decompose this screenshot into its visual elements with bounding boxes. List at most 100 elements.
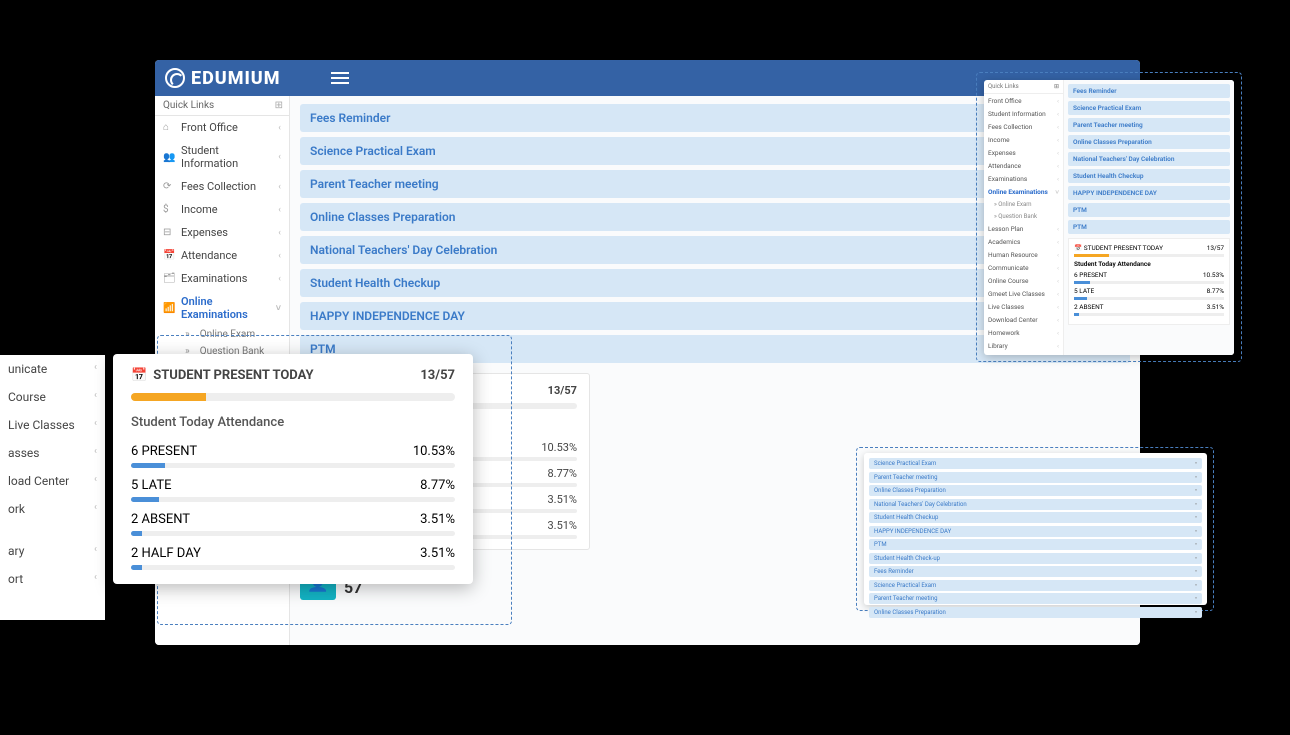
preview-nav-item[interactable]: Online Examinations˅ xyxy=(984,185,1063,198)
chevron-icon: ˅ xyxy=(1055,188,1059,196)
preview-notice-row[interactable]: Science Practical Exam xyxy=(1068,101,1230,115)
mini-notice-row[interactable]: Science Practical Exam• xyxy=(869,458,1202,469)
preview-notice-row[interactable]: National Teachers' Day Celebration xyxy=(1068,152,1230,166)
partial-nav-item[interactable]: Live Classes‹ xyxy=(0,411,105,439)
preview-nav-item[interactable]: Download Center‹ xyxy=(984,313,1063,326)
preview-nav-item[interactable]: Human Resource ‹ xyxy=(984,248,1063,261)
preview-nav-item[interactable]: Lesson Plan‹ xyxy=(984,222,1063,235)
mini-notice-label: Parent Teacher meeting xyxy=(874,474,937,481)
nav-label: Front Office xyxy=(181,121,238,134)
partial-nav-label: Course xyxy=(8,390,46,404)
mini-notice-row[interactable]: Science Practical Exam• xyxy=(869,580,1202,591)
preview-nav-item[interactable]: Attendance‹ xyxy=(984,159,1063,172)
preview-sidebar: Quick Links⊞ Front Office‹Student Inform… xyxy=(984,80,1064,355)
sidebar-item[interactable]: 🗂Examinations‹ xyxy=(155,267,289,290)
quick-links-label: Quick Links xyxy=(163,100,214,111)
chevron-icon: ‹ xyxy=(1057,97,1059,105)
partial-nav-item[interactable]: asses‹ xyxy=(0,439,105,467)
mini-notice-row[interactable]: National Teachers' Day Celebration• xyxy=(869,499,1202,510)
stat-pct: 3.51% xyxy=(420,512,455,527)
preview-nav-label: Academics xyxy=(988,238,1020,246)
chevron-icon: ‹ xyxy=(1057,251,1059,259)
preview-nav-item[interactable]: Academics‹ xyxy=(984,235,1063,248)
chevron-icon: ‹ xyxy=(1057,225,1059,233)
sidebar-item[interactable]: ⊟Expenses‹ xyxy=(155,221,289,244)
sidebar-item[interactable]: 👥Student Information‹ xyxy=(155,139,289,175)
sidebar-item[interactable]: ⌂Front Office‹ xyxy=(155,116,289,139)
partial-nav-item[interactable]: ort‹ xyxy=(0,565,105,593)
preview-nav-label: Human Resource xyxy=(988,251,1038,259)
preview-stat-row: 5 LATE8.77% xyxy=(1074,287,1224,295)
preview-notice-row[interactable]: PTM xyxy=(1068,220,1230,234)
popup-ratio: 13/57 xyxy=(420,368,455,383)
preview-notice-row[interactable]: Student Health Checkup xyxy=(1068,169,1230,183)
partial-nav-item[interactable]: Course‹ xyxy=(0,383,105,411)
preview-nav-item[interactable]: Income‹ xyxy=(984,133,1063,146)
partial-nav-item[interactable]: load Center‹ xyxy=(0,467,105,495)
preview-nav-item[interactable]: Inventory‹ xyxy=(984,352,1063,355)
preview-notice-row[interactable]: Fees Reminder xyxy=(1068,84,1230,98)
mini-notice-row[interactable]: Online Classes Preparation• xyxy=(869,485,1202,496)
preview-nav-subitem[interactable]: » Online Exam xyxy=(984,198,1063,210)
preview-notice-row[interactable]: HAPPY INDEPENDENCE DAY xyxy=(1068,186,1230,200)
mini-notice-row[interactable]: Student Health Checkup• xyxy=(869,512,1202,523)
preview-nav-subitem[interactable]: » Question Bank xyxy=(984,210,1063,222)
mini-notice-label: Online Classes Preparation xyxy=(874,487,946,494)
chevron-icon: ‹ xyxy=(94,544,97,558)
preview-nav-item[interactable]: Front Office‹ xyxy=(984,94,1063,107)
sidebar-item[interactable]: $Income‹ xyxy=(155,198,289,221)
preview-nav-item[interactable]: Online Course‹ xyxy=(984,274,1063,287)
partial-nav-label: ary xyxy=(8,544,24,558)
preview-nav-item[interactable]: Live Classes‹ xyxy=(984,300,1063,313)
mini-notice-row[interactable]: HAPPY INDEPENDENCE DAY• xyxy=(869,526,1202,537)
preview-nav-item[interactable]: Student Information‹ xyxy=(984,107,1063,120)
preview-nav-item[interactable]: Expenses‹ xyxy=(984,146,1063,159)
mini-notice-row[interactable]: Parent Teacher meeting• xyxy=(869,593,1202,604)
menu-toggle-icon[interactable] xyxy=(331,69,349,87)
partial-nav-item[interactable]: ary ‹ xyxy=(0,537,105,565)
preview-notice-row[interactable]: Parent Teacher meeting xyxy=(1068,118,1230,132)
mini-notice-label: Student Health Checkup xyxy=(874,514,938,521)
mini-notice-label: HAPPY INDEPENDENCE DAY xyxy=(874,528,951,535)
partial-nav-item[interactable]: ork‹ xyxy=(0,495,105,523)
sidebar-item[interactable]: ⟳Fees Collection‹ xyxy=(155,175,289,198)
dot-icon: • xyxy=(1195,568,1197,575)
preview-nav-item[interactable]: Homework‹ xyxy=(984,326,1063,339)
stat-pct: 10.53% xyxy=(413,444,455,459)
preview-nav-item[interactable]: Fees Collection‹ xyxy=(984,120,1063,133)
mini-notice-row[interactable]: Fees Reminder• xyxy=(869,566,1202,577)
sidebar-item[interactable]: 📅Attendance‹ xyxy=(155,244,289,267)
nav-label: Expenses xyxy=(181,226,228,239)
mini-notice-row[interactable]: Online Classes Preparation• xyxy=(869,607,1202,618)
preview-nav-item[interactable]: Examinations‹ xyxy=(984,172,1063,185)
chevron-icon: ‹ xyxy=(94,446,97,460)
mini-notice-row[interactable]: Parent Teacher meeting• xyxy=(869,472,1202,483)
preview-notice-row[interactable]: Online Classes Preparation xyxy=(1068,135,1230,149)
chevron-icon: ‹ xyxy=(278,274,281,284)
preview-notice-row[interactable]: PTM xyxy=(1068,203,1230,217)
preview-grid-icon: ⊞ xyxy=(1054,83,1059,90)
mini-notice-row[interactable]: PTM• xyxy=(869,539,1202,550)
chevron-icon: ‹ xyxy=(278,205,281,215)
preview-nav-item[interactable]: Gmeet Live Classes‹ xyxy=(984,287,1063,300)
stat-pct: 3.51% xyxy=(420,546,455,561)
chevron-icon: ‹ xyxy=(278,123,281,133)
preview-nav-item[interactable]: Communicate‹ xyxy=(984,261,1063,274)
nav-label: Online Examinations xyxy=(181,295,276,321)
sidebar-item[interactable]: 📶Online Examinations˅ xyxy=(155,290,289,326)
preview-nav-item[interactable]: Library‹ xyxy=(984,339,1063,352)
chevron-icon: ‹ xyxy=(1057,342,1059,350)
preview-nav-label: Fees Collection xyxy=(988,123,1032,131)
partial-nav-item[interactable] xyxy=(0,523,105,537)
mini-notice-label: Student Health Check-up xyxy=(874,555,940,562)
brand-logo[interactable]: EDUMIUM xyxy=(165,68,281,89)
preview-stat-row: 2 ABSENT3.51% xyxy=(1074,303,1224,311)
dot-icon: • xyxy=(1195,609,1197,616)
partial-nav-item[interactable]: unicate‹ xyxy=(0,355,105,383)
mini-notice-row[interactable]: Student Health Check-up• xyxy=(869,553,1202,564)
grid-icon[interactable]: ⊞ xyxy=(275,100,281,111)
partial-nav-label: ork xyxy=(8,502,25,516)
preview-nav-label: Inventory xyxy=(988,355,1015,356)
nav-icon: ⟳ xyxy=(163,181,175,192)
calendar-icon: 📅 xyxy=(131,368,147,383)
